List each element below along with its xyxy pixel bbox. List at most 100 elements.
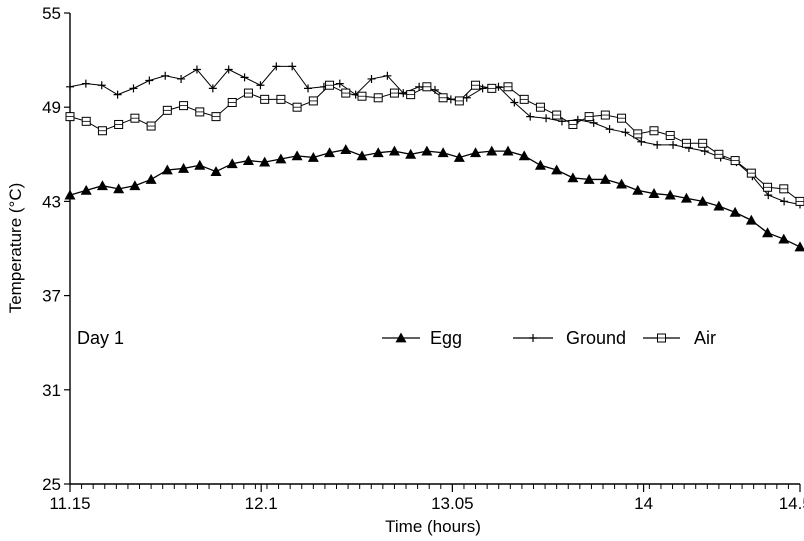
- ground-point: [288, 62, 297, 71]
- egg-point: [778, 233, 790, 244]
- egg-point: [453, 151, 465, 162]
- egg-point: [388, 145, 400, 156]
- egg-point: [96, 180, 108, 191]
- ground-point: [304, 84, 313, 93]
- egg-point: [437, 147, 449, 158]
- ground-point: [335, 79, 344, 88]
- egg-point: [551, 164, 563, 175]
- egg-series: [64, 144, 804, 252]
- x-tick-label: 13.05: [431, 494, 474, 513]
- egg-point: [356, 150, 368, 161]
- x-tick-label: 14.55: [779, 494, 804, 513]
- ground-point: [669, 140, 678, 149]
- egg-point: [210, 166, 222, 176]
- ground-point: [399, 89, 408, 98]
- legend-egg-marker: [395, 332, 407, 343]
- egg-point: [599, 173, 611, 184]
- egg-point: [470, 147, 482, 158]
- ground-point: [145, 76, 154, 85]
- ground-point: [589, 118, 598, 127]
- egg-point: [632, 184, 644, 195]
- axes: [69, 13, 800, 485]
- ground-point: [208, 84, 217, 93]
- egg-point: [421, 145, 433, 156]
- egg-point: [242, 155, 254, 165]
- x-axis-title: Time (hours): [385, 517, 481, 536]
- ground-point: [383, 71, 392, 80]
- egg-point: [178, 162, 190, 173]
- egg-point: [307, 151, 319, 162]
- egg-point: [762, 227, 774, 238]
- ground-point: [224, 65, 233, 74]
- ground-point: [97, 81, 106, 90]
- ground-point: [780, 197, 789, 206]
- egg-point: [794, 241, 804, 252]
- egg-point: [145, 173, 157, 184]
- egg-point: [583, 173, 595, 184]
- ground-point: [161, 71, 170, 80]
- legend-air-label: Air: [694, 328, 716, 348]
- egg-point: [194, 159, 206, 170]
- ground-point: [256, 81, 265, 90]
- egg-line: [69, 148, 801, 248]
- ground-point: [653, 140, 662, 149]
- legend-ground-label: Ground: [566, 328, 626, 348]
- ground-point: [367, 74, 376, 83]
- ground-point: [177, 74, 186, 83]
- y-tick-label: 31: [42, 381, 61, 400]
- ground-point: [510, 98, 519, 107]
- egg-point: [567, 172, 579, 183]
- ground-point: [81, 79, 90, 88]
- y-tick-label: 55: [42, 4, 61, 23]
- ground-point: [129, 84, 138, 93]
- egg-point: [648, 188, 660, 198]
- egg-point: [275, 153, 287, 164]
- y-axis-title: Temperature (°C): [6, 183, 25, 314]
- egg-point: [680, 192, 692, 203]
- x-tick-label: 12.1: [245, 494, 278, 513]
- legend-ground-marker: [529, 334, 537, 342]
- egg-point: [405, 148, 417, 159]
- ground-point: [415, 82, 424, 91]
- x-tick-label: 14: [634, 494, 653, 513]
- egg-point: [729, 206, 741, 217]
- ground-point: [605, 125, 614, 134]
- y-tick-label: 25: [42, 475, 61, 494]
- egg-point: [697, 195, 709, 206]
- ground-point: [700, 147, 709, 156]
- egg-point: [64, 189, 76, 200]
- ticks: 11.15 12.1 13.05 14 14.55 25 31 37 43 49 55: [42, 4, 804, 513]
- egg-point: [113, 183, 125, 194]
- egg-point: [616, 178, 628, 189]
- series-group: [64, 62, 804, 252]
- egg-point: [534, 159, 546, 170]
- x-tick-label: 11.15: [49, 494, 90, 513]
- ground-point: [113, 90, 122, 99]
- y-tick-label: 43: [42, 192, 61, 211]
- ground-point: [240, 73, 249, 82]
- ground-point: [764, 191, 773, 200]
- egg-point: [291, 150, 303, 161]
- ground-point: [462, 93, 471, 102]
- ground-series: [66, 62, 804, 209]
- egg-point: [518, 150, 530, 161]
- y-tick-label: 37: [42, 287, 61, 306]
- legend: Egg Ground Air: [382, 328, 716, 348]
- legend-egg-label: Egg: [430, 328, 462, 348]
- egg-point: [340, 144, 352, 154]
- air-series: [65, 80, 804, 206]
- egg-point: [226, 158, 238, 169]
- y-tick-label: 49: [42, 98, 61, 117]
- ground-point: [621, 128, 630, 137]
- ground-point: [542, 114, 551, 123]
- ground-point: [192, 65, 201, 74]
- ground-point: [526, 112, 535, 121]
- egg-point: [713, 200, 725, 211]
- egg-point: [372, 147, 384, 158]
- air-line: [69, 84, 801, 202]
- ground-point: [66, 82, 74, 91]
- egg-point: [664, 189, 676, 200]
- egg-point: [486, 145, 498, 156]
- egg-point: [502, 145, 514, 156]
